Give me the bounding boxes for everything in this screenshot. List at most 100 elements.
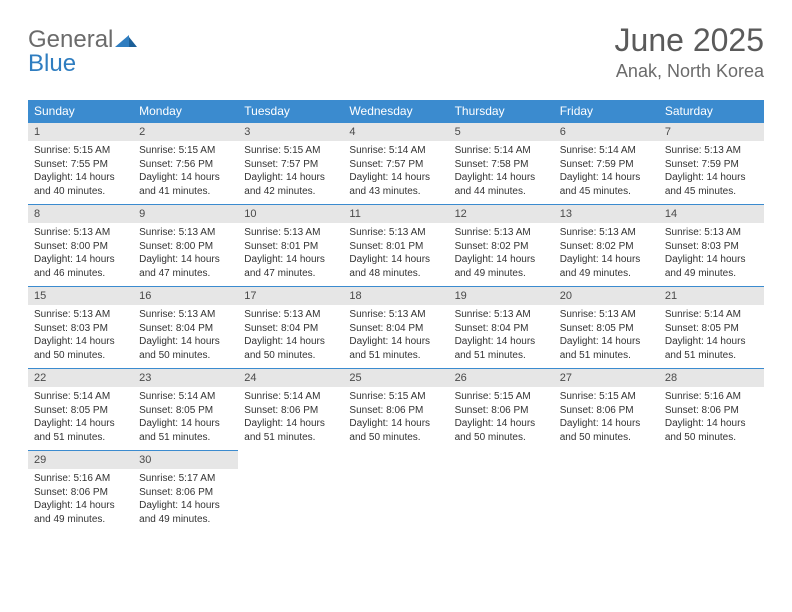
calendar-cell: 24Sunrise: 5:14 AMSunset: 8:06 PMDayligh… <box>238 369 343 451</box>
calendar-cell: 11Sunrise: 5:13 AMSunset: 8:01 PMDayligh… <box>343 205 448 287</box>
day-number: 4 <box>343 123 448 141</box>
sunrise-line: Sunrise: 5:16 AM <box>34 472 127 486</box>
header: General Blue June 2025 Anak, North Korea <box>28 22 764 82</box>
calendar-cell: 8Sunrise: 5:13 AMSunset: 8:00 PMDaylight… <box>28 205 133 287</box>
daylight-line: Daylight: 14 hours and 48 minutes. <box>349 253 442 280</box>
sunset-line: Sunset: 8:06 PM <box>560 404 653 418</box>
calendar-cell: 18Sunrise: 5:13 AMSunset: 8:04 PMDayligh… <box>343 287 448 369</box>
logo-text-blue: Blue <box>28 50 76 77</box>
day-number: 30 <box>133 451 238 469</box>
sunrise-line: Sunrise: 5:13 AM <box>34 226 127 240</box>
day-number: 3 <box>238 123 343 141</box>
calendar-cell <box>343 451 448 533</box>
calendar-cell: 6Sunrise: 5:14 AMSunset: 7:59 PMDaylight… <box>554 123 659 205</box>
page-title: June 2025 <box>615 22 764 59</box>
sunset-line: Sunset: 8:00 PM <box>139 240 232 254</box>
location-label: Anak, North Korea <box>615 61 764 82</box>
day-body: Sunrise: 5:15 AMSunset: 7:55 PMDaylight:… <box>28 141 133 204</box>
day-number: 28 <box>659 369 764 387</box>
daylight-line: Daylight: 14 hours and 50 minutes. <box>455 417 548 444</box>
calendar-cell: 30Sunrise: 5:17 AMSunset: 8:06 PMDayligh… <box>133 451 238 533</box>
daylight-line: Daylight: 14 hours and 42 minutes. <box>244 171 337 198</box>
day-body: Sunrise: 5:15 AMSunset: 7:56 PMDaylight:… <box>133 141 238 204</box>
sunrise-line: Sunrise: 5:14 AM <box>349 144 442 158</box>
calendar-week-row: 15Sunrise: 5:13 AMSunset: 8:03 PMDayligh… <box>28 287 764 369</box>
day-body: Sunrise: 5:17 AMSunset: 8:06 PMDaylight:… <box>133 469 238 532</box>
daylight-line: Daylight: 14 hours and 50 minutes. <box>244 335 337 362</box>
sunset-line: Sunset: 8:05 PM <box>665 322 758 336</box>
day-body: Sunrise: 5:14 AMSunset: 7:58 PMDaylight:… <box>449 141 554 204</box>
day-number: 14 <box>659 205 764 223</box>
sunrise-line: Sunrise: 5:16 AM <box>665 390 758 404</box>
sunset-line: Sunset: 8:04 PM <box>244 322 337 336</box>
daylight-line: Daylight: 14 hours and 47 minutes. <box>244 253 337 280</box>
sunrise-line: Sunrise: 5:15 AM <box>560 390 653 404</box>
calendar-cell: 19Sunrise: 5:13 AMSunset: 8:04 PMDayligh… <box>449 287 554 369</box>
day-body: Sunrise: 5:14 AMSunset: 7:57 PMDaylight:… <box>343 141 448 204</box>
calendar-cell: 3Sunrise: 5:15 AMSunset: 7:57 PMDaylight… <box>238 123 343 205</box>
sunset-line: Sunset: 8:04 PM <box>349 322 442 336</box>
day-number: 17 <box>238 287 343 305</box>
day-body: Sunrise: 5:13 AMSunset: 8:04 PMDaylight:… <box>449 305 554 368</box>
day-body: Sunrise: 5:13 AMSunset: 8:00 PMDaylight:… <box>133 223 238 286</box>
day-body: Sunrise: 5:14 AMSunset: 8:05 PMDaylight:… <box>133 387 238 450</box>
daylight-line: Daylight: 14 hours and 51 minutes. <box>139 417 232 444</box>
daylight-line: Daylight: 14 hours and 49 minutes. <box>665 253 758 280</box>
daylight-line: Daylight: 14 hours and 44 minutes. <box>455 171 548 198</box>
daylight-line: Daylight: 14 hours and 50 minutes. <box>665 417 758 444</box>
calendar-cell <box>238 451 343 533</box>
sunrise-line: Sunrise: 5:14 AM <box>139 390 232 404</box>
sunset-line: Sunset: 8:04 PM <box>139 322 232 336</box>
calendar-cell: 23Sunrise: 5:14 AMSunset: 8:05 PMDayligh… <box>133 369 238 451</box>
daylight-line: Daylight: 14 hours and 49 minutes. <box>560 253 653 280</box>
calendar-cell <box>449 451 554 533</box>
day-body: Sunrise: 5:13 AMSunset: 7:59 PMDaylight:… <box>659 141 764 204</box>
daylight-line: Daylight: 14 hours and 49 minutes. <box>455 253 548 280</box>
day-body: Sunrise: 5:15 AMSunset: 8:06 PMDaylight:… <box>449 387 554 450</box>
sunrise-line: Sunrise: 5:14 AM <box>560 144 653 158</box>
day-body: Sunrise: 5:13 AMSunset: 8:04 PMDaylight:… <box>238 305 343 368</box>
sunrise-line: Sunrise: 5:14 AM <box>455 144 548 158</box>
day-number: 20 <box>554 287 659 305</box>
daylight-line: Daylight: 14 hours and 46 minutes. <box>34 253 127 280</box>
weekday-header: Thursday <box>449 100 554 123</box>
weekday-header: Monday <box>133 100 238 123</box>
sunrise-line: Sunrise: 5:14 AM <box>34 390 127 404</box>
sunset-line: Sunset: 8:01 PM <box>244 240 337 254</box>
weekday-header: Tuesday <box>238 100 343 123</box>
sunrise-line: Sunrise: 5:13 AM <box>560 308 653 322</box>
daylight-line: Daylight: 14 hours and 40 minutes. <box>34 171 127 198</box>
daylight-line: Daylight: 14 hours and 51 minutes. <box>349 335 442 362</box>
sunset-line: Sunset: 7:55 PM <box>34 158 127 172</box>
daylight-line: Daylight: 14 hours and 50 minutes. <box>349 417 442 444</box>
calendar-cell: 7Sunrise: 5:13 AMSunset: 7:59 PMDaylight… <box>659 123 764 205</box>
calendar-cell: 29Sunrise: 5:16 AMSunset: 8:06 PMDayligh… <box>28 451 133 533</box>
day-body: Sunrise: 5:14 AMSunset: 8:05 PMDaylight:… <box>28 387 133 450</box>
sunset-line: Sunset: 8:01 PM <box>349 240 442 254</box>
day-number: 10 <box>238 205 343 223</box>
title-block: June 2025 Anak, North Korea <box>615 22 764 82</box>
daylight-line: Daylight: 14 hours and 51 minutes. <box>244 417 337 444</box>
sunset-line: Sunset: 8:06 PM <box>455 404 548 418</box>
calendar-cell: 9Sunrise: 5:13 AMSunset: 8:00 PMDaylight… <box>133 205 238 287</box>
day-number: 18 <box>343 287 448 305</box>
day-body: Sunrise: 5:13 AMSunset: 8:04 PMDaylight:… <box>343 305 448 368</box>
sunrise-line: Sunrise: 5:13 AM <box>665 226 758 240</box>
sunset-line: Sunset: 7:56 PM <box>139 158 232 172</box>
sunset-line: Sunset: 7:57 PM <box>244 158 337 172</box>
day-body: Sunrise: 5:16 AMSunset: 8:06 PMDaylight:… <box>28 469 133 532</box>
sunset-line: Sunset: 7:59 PM <box>665 158 758 172</box>
sunset-line: Sunset: 8:04 PM <box>455 322 548 336</box>
calendar-week-row: 1Sunrise: 5:15 AMSunset: 7:55 PMDaylight… <box>28 123 764 205</box>
sunrise-line: Sunrise: 5:15 AM <box>455 390 548 404</box>
weekday-header-row: Sunday Monday Tuesday Wednesday Thursday… <box>28 100 764 123</box>
daylight-line: Daylight: 14 hours and 50 minutes. <box>560 417 653 444</box>
day-body: Sunrise: 5:13 AMSunset: 8:03 PMDaylight:… <box>659 223 764 286</box>
day-body: Sunrise: 5:13 AMSunset: 8:02 PMDaylight:… <box>449 223 554 286</box>
daylight-line: Daylight: 14 hours and 50 minutes. <box>139 335 232 362</box>
sunrise-line: Sunrise: 5:13 AM <box>455 226 548 240</box>
day-number: 5 <box>449 123 554 141</box>
day-number: 9 <box>133 205 238 223</box>
calendar-cell <box>554 451 659 533</box>
day-number: 2 <box>133 123 238 141</box>
